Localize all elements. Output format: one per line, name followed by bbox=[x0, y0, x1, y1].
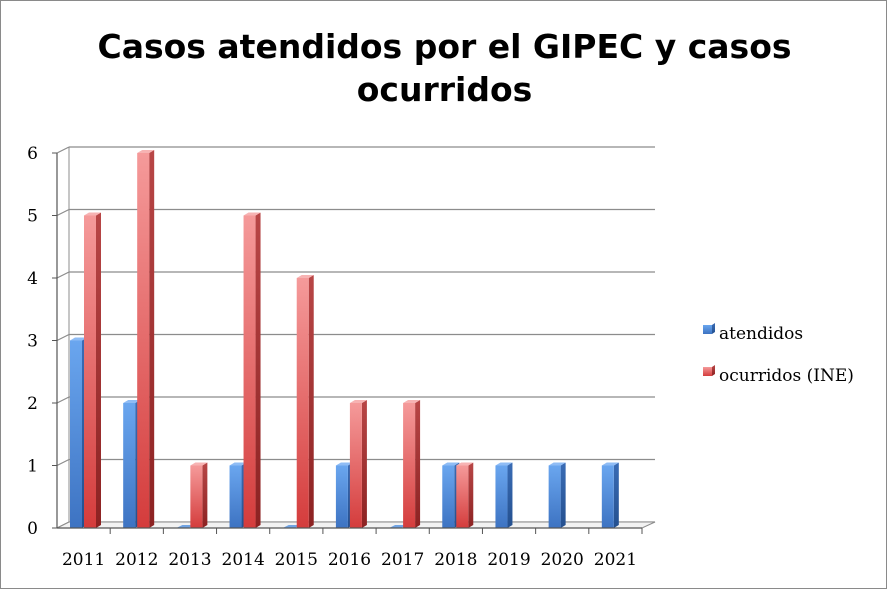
x-tick-label: 2015 bbox=[275, 550, 318, 570]
bar-top bbox=[442, 462, 460, 466]
x-tick-label: 2020 bbox=[541, 550, 584, 570]
x-tick-label: 2011 bbox=[62, 550, 105, 570]
bar-atendidos bbox=[176, 525, 195, 528]
y-tick-label: 2 bbox=[27, 394, 38, 414]
bar-face bbox=[243, 215, 256, 528]
bar-side bbox=[507, 462, 513, 528]
x-tick-label: 2014 bbox=[222, 550, 265, 570]
legend-swatch-side bbox=[712, 365, 715, 376]
bar-atendidos bbox=[389, 525, 408, 528]
bar-face bbox=[282, 525, 301, 528]
bar-side bbox=[202, 462, 208, 528]
bar-side bbox=[96, 212, 101, 528]
axis-layer: 0 1 2 3 4 5 6 2011 2012 2013 2014 2015 2016 2017 2018 2… bbox=[27, 144, 643, 570]
bar-face bbox=[601, 465, 614, 528]
bar-ocurridos bbox=[403, 400, 421, 528]
legend-item: ocurridos (INE) bbox=[703, 365, 854, 386]
bar-face bbox=[70, 340, 82, 528]
bar-face bbox=[229, 465, 242, 528]
bar-face bbox=[442, 465, 455, 528]
bar-side bbox=[468, 462, 474, 528]
chart-title: Casos atendidos por el GIPEC y casos ocu… bbox=[1, 25, 887, 111]
bar-top bbox=[548, 462, 566, 466]
x-tick-label: 2021 bbox=[594, 550, 637, 570]
bar-side bbox=[560, 462, 566, 528]
gridline-depth bbox=[56, 396, 70, 404]
bar-ocurridos bbox=[456, 462, 474, 528]
bar-face bbox=[176, 525, 195, 528]
bar-ocurridos bbox=[243, 212, 261, 528]
bar-face bbox=[190, 465, 203, 528]
bars-layer bbox=[70, 150, 619, 528]
y-tick-label: 4 bbox=[27, 269, 38, 289]
legend: atendidos ocurridos (INE) bbox=[703, 323, 854, 386]
gridline-depth bbox=[56, 271, 70, 279]
bar-top bbox=[84, 212, 101, 216]
bar-top bbox=[243, 212, 261, 216]
y-tick-label: 3 bbox=[27, 332, 38, 352]
bar-top bbox=[70, 337, 87, 341]
gridline-depth bbox=[56, 146, 70, 154]
y-tick-label: 1 bbox=[27, 457, 38, 477]
bar-face bbox=[403, 403, 416, 528]
bar-face bbox=[548, 465, 561, 528]
bar-face bbox=[389, 525, 408, 528]
legend-label: atendidos bbox=[719, 324, 803, 344]
bar-ocurridos bbox=[84, 212, 101, 528]
gridline-depth bbox=[56, 333, 70, 342]
bar-side bbox=[361, 400, 367, 528]
legend-item: atendidos bbox=[703, 323, 803, 344]
bar-side bbox=[255, 212, 261, 528]
legend-label: ocurridos (INE) bbox=[719, 366, 854, 386]
gridline-depth bbox=[56, 458, 70, 467]
bar-side bbox=[613, 462, 619, 528]
bar-ocurridos bbox=[349, 400, 367, 528]
bar-top bbox=[229, 462, 247, 466]
bar-top bbox=[349, 400, 367, 403]
bar-side bbox=[308, 275, 314, 528]
y-tick-label: 6 bbox=[27, 144, 38, 164]
y-tick-label: 0 bbox=[27, 519, 38, 539]
legend-swatch bbox=[703, 325, 712, 334]
bar-top bbox=[403, 400, 421, 403]
x-tick-label: 2017 bbox=[381, 550, 424, 570]
x-tick-label: 2016 bbox=[328, 550, 371, 570]
bar-side bbox=[415, 400, 421, 528]
bar-side bbox=[149, 150, 155, 528]
bar-atendidos bbox=[601, 462, 619, 528]
bar-top bbox=[335, 462, 353, 466]
bar-top bbox=[190, 462, 208, 466]
bar-atendidos bbox=[282, 525, 301, 528]
bar-top bbox=[137, 150, 155, 153]
bar-atendidos bbox=[548, 462, 566, 528]
x-tick-label: 2018 bbox=[434, 550, 477, 570]
x-tick-label: 2012 bbox=[115, 550, 158, 570]
bar-atendidos bbox=[495, 462, 513, 528]
bar-top bbox=[296, 275, 314, 278]
bar-face bbox=[137, 153, 150, 528]
legend-swatch bbox=[703, 367, 712, 376]
chart-title-line-2: ocurridos bbox=[356, 70, 533, 109]
gridline-depth bbox=[56, 208, 70, 217]
bar-top bbox=[123, 400, 141, 403]
bar-top bbox=[601, 462, 619, 466]
bar-face bbox=[456, 465, 469, 528]
chart-title-line-1: Casos atendidos por el GIPEC y casos bbox=[97, 27, 792, 66]
bar-ocurridos bbox=[296, 275, 314, 528]
x-tick-label: 2013 bbox=[168, 550, 211, 570]
bar-top bbox=[456, 462, 474, 466]
bar-ocurridos bbox=[190, 462, 208, 528]
bar-face bbox=[495, 465, 508, 528]
bar-face bbox=[296, 278, 309, 528]
bar-ocurridos bbox=[137, 150, 155, 528]
bar-top bbox=[495, 462, 513, 466]
bar-face bbox=[84, 215, 96, 528]
bar-face bbox=[335, 465, 348, 528]
legend-swatch-side bbox=[712, 323, 715, 334]
bar-face bbox=[349, 403, 362, 528]
x-tick-label: 2019 bbox=[487, 550, 530, 570]
y-tick-label: 5 bbox=[27, 207, 38, 227]
bar-face bbox=[123, 403, 136, 528]
